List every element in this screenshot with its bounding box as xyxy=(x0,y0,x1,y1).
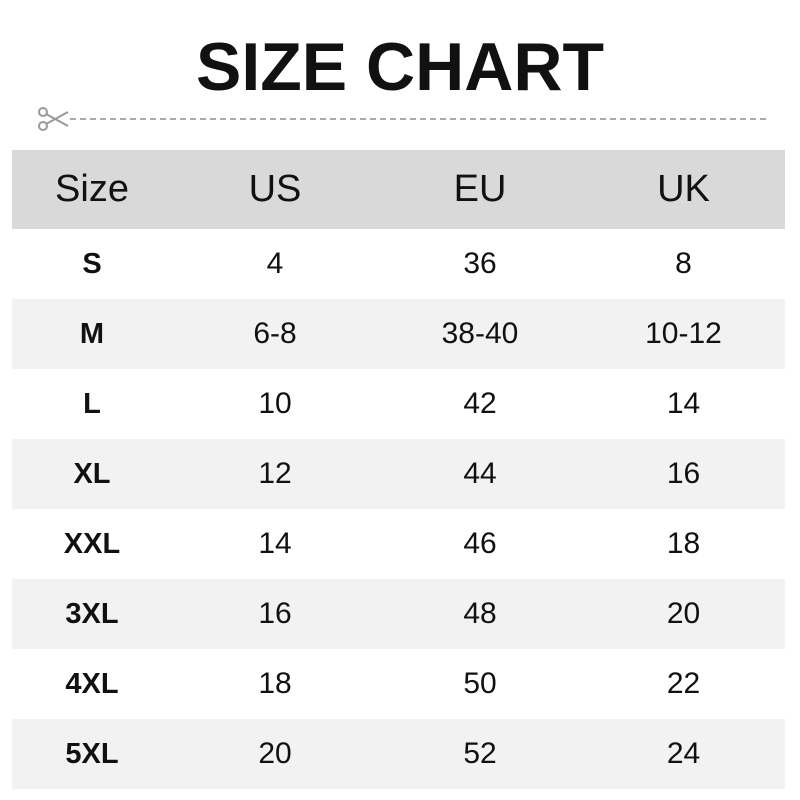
cell-eu: 36 xyxy=(463,247,497,280)
cell-eu: 44 xyxy=(463,457,497,490)
cell-eu: 48 xyxy=(463,597,497,630)
page-title: SIZE CHART xyxy=(196,29,604,105)
cell-size: S xyxy=(82,247,102,280)
cell-us: 14 xyxy=(258,527,292,560)
cell-eu: 52 xyxy=(463,737,497,770)
table-row: XXL 14 46 18 xyxy=(12,509,785,579)
table-row: L 10 42 14 xyxy=(12,369,785,439)
cell-size: 3XL xyxy=(65,597,119,630)
cell-us: 6-8 xyxy=(253,317,297,350)
cell-eu: 42 xyxy=(463,387,497,420)
size-table: Size US EU UK S 4 36 8 M 6-8 38-40 10-12 L 10 42 14… xyxy=(12,150,785,789)
cut-line xyxy=(36,106,766,132)
cell-size: XL xyxy=(73,457,111,490)
table-header: Size US EU UK xyxy=(12,150,785,229)
cell-us: 12 xyxy=(258,457,292,490)
cell-size: 4XL xyxy=(65,667,119,700)
cell-size: XXL xyxy=(63,527,121,560)
dashed-divider xyxy=(70,118,766,120)
cell-uk: 10-12 xyxy=(645,317,722,350)
table-row: M 6-8 38-40 10-12 xyxy=(12,299,785,369)
cell-uk: 20 xyxy=(666,597,701,630)
header-uk: UK xyxy=(657,168,710,210)
cell-eu: 46 xyxy=(463,527,497,560)
header-size: Size xyxy=(55,168,129,210)
cell-uk: 24 xyxy=(666,737,701,770)
cell-eu: 38-40 xyxy=(441,317,519,350)
cell-size: L xyxy=(83,387,101,420)
table-row: 5XL 20 52 24 xyxy=(12,719,785,789)
header-eu: EU xyxy=(453,168,507,210)
scissors-icon xyxy=(38,107,69,131)
cell-us: 20 xyxy=(258,737,292,770)
cell-uk: 16 xyxy=(666,457,701,490)
cell-size: 5XL xyxy=(65,737,119,770)
cell-us: 18 xyxy=(258,667,292,700)
cell-us: 4 xyxy=(266,247,284,280)
header-us: US xyxy=(248,168,302,210)
cell-uk: 14 xyxy=(666,387,701,420)
cell-eu: 50 xyxy=(463,667,497,700)
table-row: 3XL 16 48 20 xyxy=(12,579,785,649)
cell-us: 10 xyxy=(258,387,292,420)
cell-us: 16 xyxy=(258,597,292,630)
cell-uk: 18 xyxy=(666,527,701,560)
cell-size: M xyxy=(79,317,105,350)
table-row: 4XL 18 50 22 xyxy=(12,649,785,719)
cell-uk: 22 xyxy=(666,667,701,700)
cell-uk: 8 xyxy=(675,247,692,280)
table-row: XL 12 44 16 xyxy=(12,439,785,509)
table-row: S 4 36 8 xyxy=(12,229,785,299)
